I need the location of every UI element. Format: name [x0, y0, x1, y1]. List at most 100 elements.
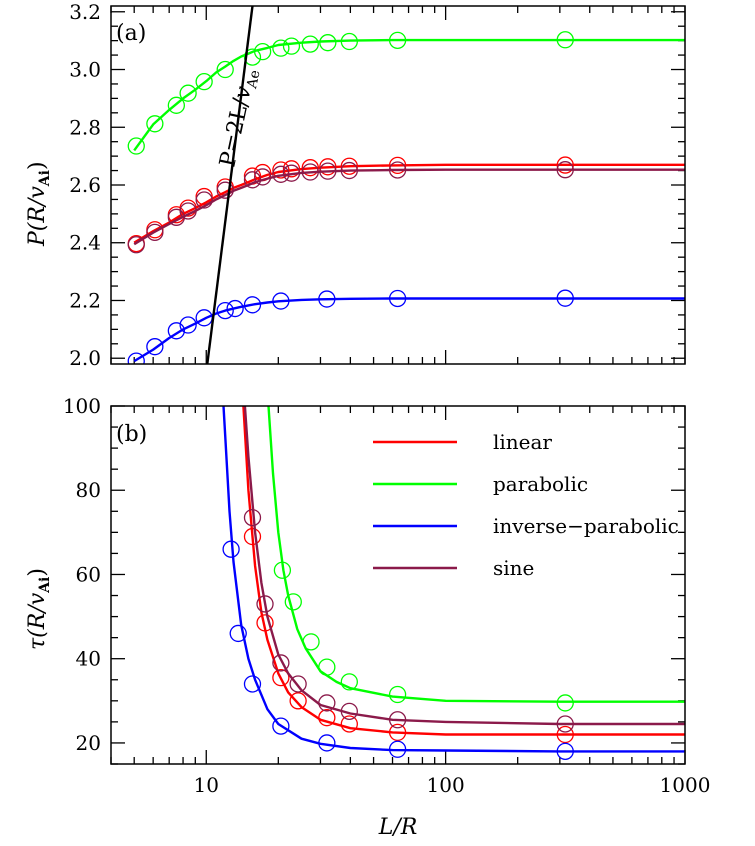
- panel-a-series-marker-3: [243, 296, 262, 314]
- panel-a-series-marker-1: [282, 160, 301, 178]
- panel-b-series-marker-2: [222, 540, 240, 558]
- panel-b-label: (b): [116, 422, 147, 447]
- panel-b-series-marker-1: [340, 673, 358, 691]
- panel-a-series-marker-0: [243, 48, 262, 66]
- x-tick-label: 10: [194, 773, 219, 797]
- panel-a-series-marker-3: [179, 316, 197, 334]
- panel-a-series-marker-2: [127, 236, 145, 254]
- panel-b-series-marker-2: [318, 734, 336, 752]
- panel-a-frame: [110, 5, 686, 365]
- panel-a-series-marker-1: [340, 157, 358, 175]
- panel-a-series-marker-3: [556, 289, 574, 307]
- panel-a-series-marker-0: [388, 31, 407, 50]
- panel-a-series-line-0: [133, 38, 685, 152]
- panel-b-series-marker-0: [556, 725, 574, 744]
- panel-a-series-marker-0: [282, 37, 301, 55]
- panel-b-series-marker-3: [272, 654, 290, 672]
- panel-b-series-marker-3: [289, 675, 307, 693]
- panel-a-series-marker-3: [216, 301, 234, 320]
- panel-b-series-marker-3: [318, 694, 336, 712]
- panel-a-series-marker-0: [179, 84, 197, 102]
- panel-b-series-marker-0: [388, 723, 407, 742]
- panel-a-series-marker-0: [253, 42, 272, 61]
- panel-b-y-tick-label: 60: [76, 562, 101, 586]
- panel-a-series-marker-0: [146, 115, 164, 133]
- panel-a-series-marker-1: [556, 156, 574, 174]
- legend-label: parabolic: [493, 472, 588, 496]
- panel-a-series-marker-2: [319, 162, 337, 180]
- panel-b-series-line-0: [242, 406, 685, 736]
- panel-b-series-marker-3: [243, 508, 262, 527]
- panel-b-series-marker-1: [556, 694, 574, 712]
- panel-b-series-marker-1: [273, 561, 292, 579]
- panel-a-series-marker-0: [167, 96, 185, 114]
- panel-a-series-marker-2: [301, 163, 319, 181]
- panel-a-series-marker-0: [272, 39, 290, 57]
- panel-b-series-marker-3: [340, 702, 358, 721]
- legend: linear parabolic inverse−parabolic sine: [373, 430, 679, 580]
- panel-a-series-marker-3: [272, 292, 290, 310]
- panel-b-series-marker-0: [318, 709, 336, 727]
- panel-a-series-marker-2: [179, 202, 197, 220]
- panel-a-series-marker-3: [167, 322, 185, 340]
- panel-b-series-line-1: [267, 406, 685, 703]
- panel-a-series-marker-2: [253, 168, 272, 186]
- panel-a-series-marker-0: [216, 60, 234, 79]
- panel-b-series-marker-0: [289, 692, 307, 710]
- panel-b-gridlines: 10 100 1000 20 40 60 80 100: [63, 394, 711, 797]
- panel-b-series-marker-2: [229, 624, 247, 643]
- panel-a-series-marker-1: [388, 156, 407, 175]
- panel-a-y-tick-label: 3.0: [69, 58, 101, 82]
- panel-a-y-tick-label: 3.2: [69, 0, 101, 24]
- panel-b-series-line-2: [222, 406, 685, 753]
- panel-a-series-marker-2: [216, 181, 234, 199]
- panel-a: 2.0 2.2 2.4 2.6 2.8 3.0 3.2 (a) P=2L/vAe P(R/v…: [25, 0, 686, 370]
- panel-a-y-axis-title: P(R/vAi): [25, 161, 53, 247]
- legend-label: linear: [493, 430, 552, 454]
- panel-b-y-tick-label: 40: [76, 647, 101, 671]
- panel-a-series-marker-2: [272, 165, 290, 183]
- panel-a-label: (a): [116, 21, 146, 46]
- panel-a-series-marker-2: [146, 223, 164, 241]
- panel-a-series-line-2: [133, 168, 685, 246]
- panel-b-series-marker-1: [284, 593, 302, 611]
- x-tick-label: 1000: [660, 773, 711, 797]
- panel-b-series-marker-0: [340, 715, 358, 733]
- x-tick-label: 100: [427, 773, 465, 797]
- panel-a-series-marker-3: [226, 299, 244, 318]
- panel-b-series-marker-1: [388, 685, 407, 704]
- panel-b-series-line-3: [243, 406, 685, 726]
- panel-a-series-marker-1: [301, 159, 319, 177]
- reference-line: [206, 6, 254, 364]
- panel-a-series-marker-2: [556, 161, 574, 179]
- panel-a-series-marker-0: [340, 32, 358, 51]
- panel-a-series-marker-3: [127, 352, 145, 364]
- panel-a-series-marker-0: [319, 34, 337, 52]
- panel-b-frame: [110, 405, 686, 765]
- panel-a-series-marker-3: [388, 289, 407, 308]
- panel-a-y-tick-label: 2.8: [69, 115, 101, 139]
- panel-b-y-tick-label: 80: [76, 478, 101, 502]
- panel-a-series-marker-2: [195, 191, 213, 209]
- panel-a-gridlines: 2.0 2.2 2.4 2.6 2.8 3.0 3.2: [69, 0, 686, 370]
- panel-b-series-marker-0: [272, 669, 290, 687]
- panel-a-series-marker-2: [282, 164, 301, 182]
- panel-a-series-line-3: [133, 297, 685, 363]
- panel-a-plot-area: [127, 6, 685, 364]
- panel-a-series-marker-0: [127, 137, 145, 155]
- x-axis-title: L/R: [378, 815, 418, 840]
- panel-a-series-marker-1: [272, 161, 290, 179]
- panel-b-series-marker-2: [556, 742, 574, 761]
- panel-b-series-marker-2: [272, 717, 290, 735]
- reference-line-label: P=2L/vAe: [215, 66, 263, 170]
- panel-b: 10 100 1000 20 40 60 80 100 (b) linear parabolic…: [25, 394, 710, 840]
- panel-a-y-tick-label: 2.0: [69, 346, 101, 370]
- panel-a-series-marker-3: [146, 338, 164, 356]
- panel-a-y-tick-label: 2.4: [69, 231, 101, 255]
- panel-b-series-marker-3: [256, 595, 274, 613]
- panel-b-series-marker-3: [388, 711, 407, 729]
- panel-a-series-marker-0: [195, 72, 213, 91]
- legend-label: inverse−parabolic: [493, 514, 679, 538]
- panel-a-series-marker-1: [195, 187, 213, 206]
